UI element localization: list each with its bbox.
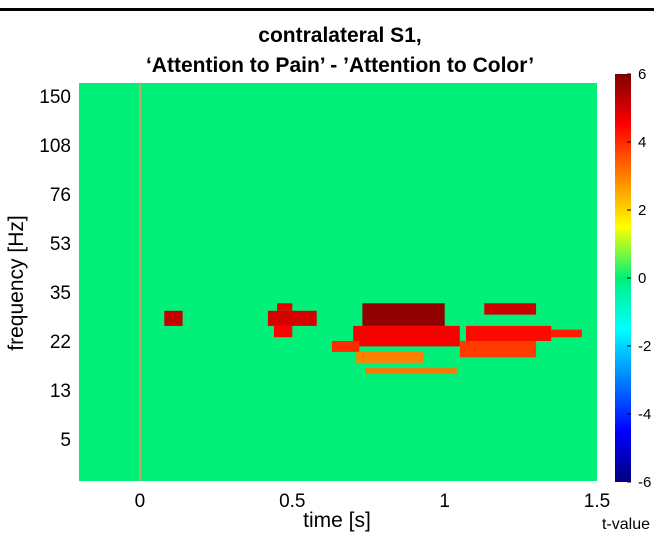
y-tick-label: 108	[39, 136, 71, 157]
cluster-cell	[365, 368, 457, 374]
cluster-cell	[267, 310, 317, 326]
cluster-cell	[331, 341, 360, 352]
x-tick-label: 1	[439, 491, 450, 512]
y-tick-label: 150	[39, 87, 71, 108]
cluster-cell	[356, 351, 424, 363]
colorbar-tick-label: -2	[638, 338, 651, 355]
y-tick-label: 76	[50, 185, 71, 206]
y-axis-label: frequency [Hz]	[5, 215, 28, 351]
x-tick-label: 1.5	[584, 491, 610, 512]
cluster-cell	[353, 325, 460, 347]
colorbar-ticks: 6 4 2 0 -2 -4 -6	[627, 66, 651, 491]
colorbar	[615, 74, 631, 482]
cluster-cell	[277, 303, 293, 311]
x-tick-label: 0	[135, 491, 146, 512]
chart-subtitle: ‘Attention to Pain’ - ’Attention to Colo…	[145, 54, 535, 77]
colorbar-tick-label: -6	[638, 474, 651, 491]
x-axis-label: time [s]	[303, 509, 371, 532]
y-tick-label: 35	[50, 283, 71, 304]
cluster-cell	[551, 329, 582, 338]
colorbar-tick-label: 0	[638, 270, 646, 287]
y-ticks: 150 108 76 53 35 22 13 5	[39, 87, 71, 451]
plot-background	[79, 83, 597, 481]
cluster-cell	[459, 341, 537, 358]
y-tick-label: 13	[50, 381, 71, 402]
cluster-cell	[484, 303, 537, 315]
colorbar-tick-label: 2	[638, 202, 646, 219]
cluster-cell	[274, 325, 293, 338]
colorbar-tick-label: -4	[638, 406, 651, 423]
colorbar-tick-label: 4	[638, 134, 646, 151]
cluster-cell	[362, 303, 445, 326]
significant-clusters	[164, 303, 582, 374]
cluster-cell	[466, 325, 552, 341]
chart-title: contralateral S1,	[258, 24, 422, 47]
colorbar-label: t-value	[601, 516, 651, 533]
colorbar-tick-label: 6	[638, 66, 646, 83]
x-ticks: 0 0.5 1 1.5	[135, 491, 611, 512]
y-tick-label: 5	[60, 430, 71, 451]
y-tick-label: 22	[50, 332, 71, 353]
y-tick-label: 53	[50, 234, 71, 255]
top-rule	[0, 8, 654, 11]
x-tick-label: 0.5	[279, 491, 305, 512]
cluster-cell	[164, 310, 183, 326]
